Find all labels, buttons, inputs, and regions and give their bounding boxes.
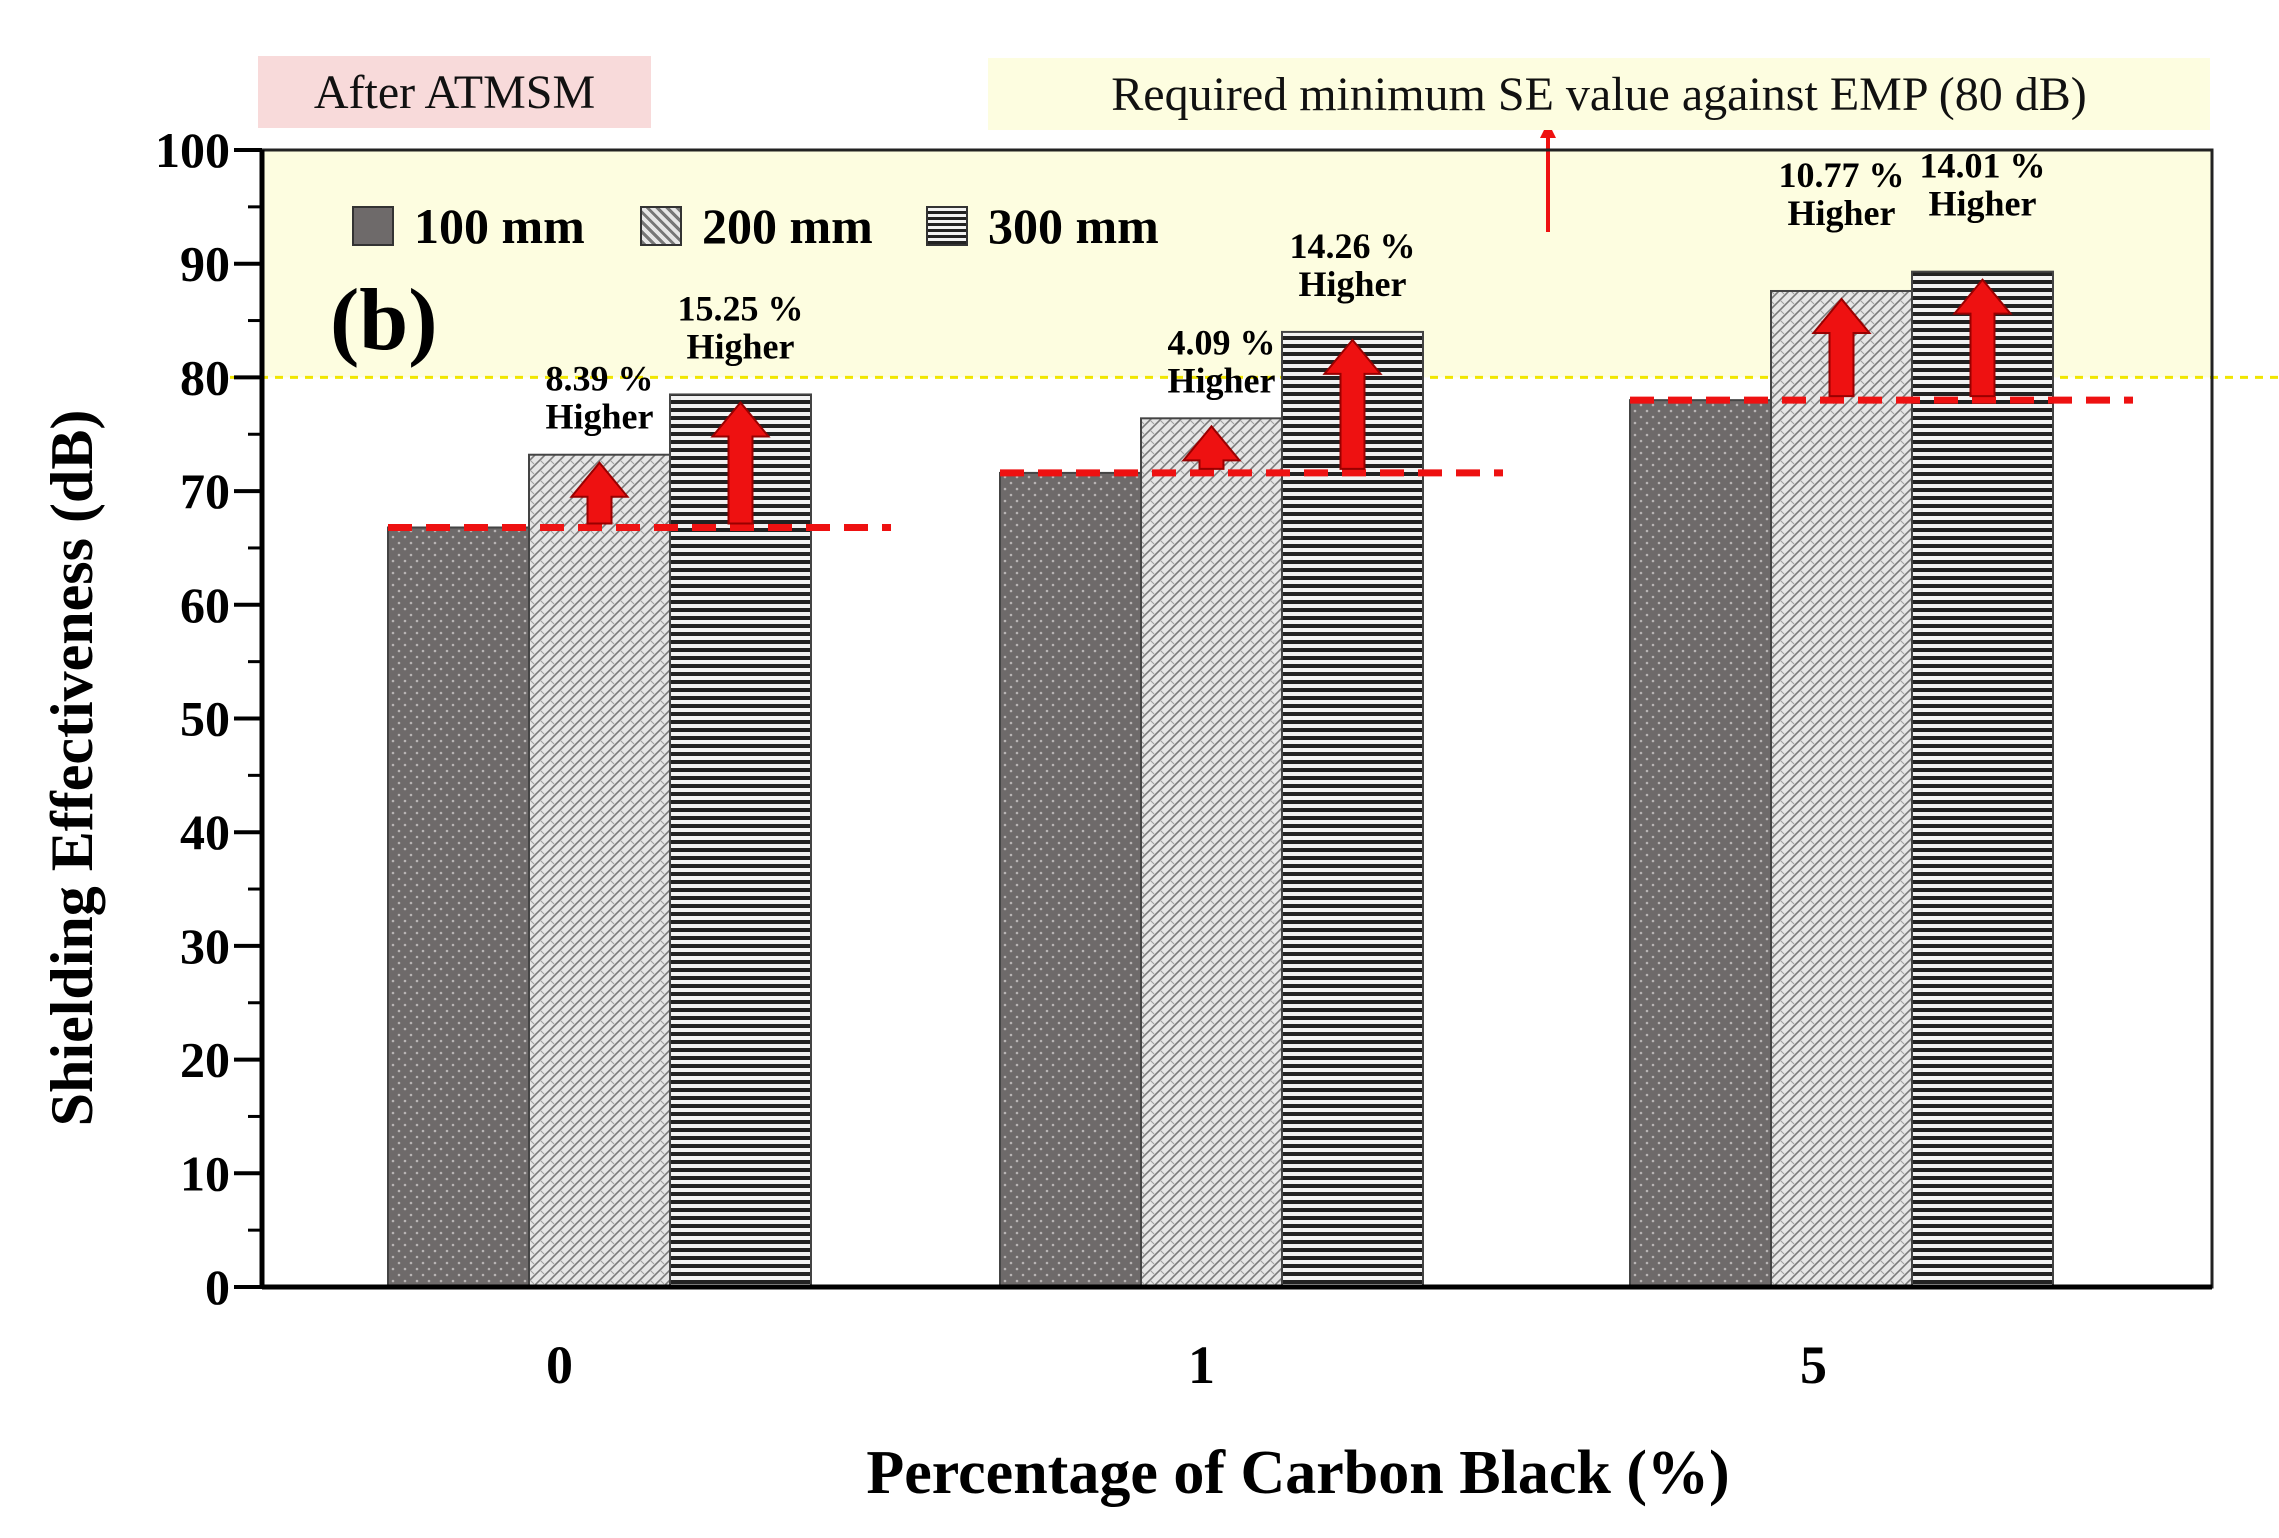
bar-300mm-cb1 xyxy=(1281,330,1424,1289)
pointer-arrow-head xyxy=(1540,122,1556,138)
annotation-percent: 14.26 % xyxy=(1290,226,1416,266)
x-tick-label: 0 xyxy=(546,1335,573,1395)
annotation-percent: 14.01 % xyxy=(1920,146,2046,186)
increase-arrow xyxy=(569,461,630,525)
y-tick-label: 70 xyxy=(180,463,230,519)
y-tick-label: 0 xyxy=(205,1259,230,1315)
bar-100mm-cb0 xyxy=(387,526,530,1288)
annotation-higher: Higher xyxy=(546,397,654,437)
legend-label-100mm: 100 mm xyxy=(414,198,585,254)
x-tick-label: 1 xyxy=(1188,1335,1215,1395)
y-tick-label: 50 xyxy=(180,691,230,747)
y-tick-label: 20 xyxy=(180,1032,230,1088)
x-axis-title: Percentage of Carbon Black (%) xyxy=(866,1439,1729,1507)
bar-300mm-cb5 xyxy=(1911,270,2054,1288)
annotation-percent: 8.39 % xyxy=(546,359,654,399)
legend-swatch-200mm xyxy=(640,206,682,246)
panel-label: (b) xyxy=(330,272,438,369)
annotation-percent: 4.09 % xyxy=(1168,322,1276,362)
x-tick-label: 5 xyxy=(1800,1335,1827,1395)
increase-arrow xyxy=(1811,297,1872,398)
y-tick-label: 30 xyxy=(180,918,230,974)
legend-item-200mm: 200 mm xyxy=(640,196,873,256)
annotation-percent: 15.25 % xyxy=(678,288,804,328)
legend-label-200mm: 200 mm xyxy=(702,198,873,254)
annotation-percent: 10.77 % xyxy=(1779,155,1905,195)
legend-label-300mm: 300 mm xyxy=(988,198,1159,254)
legend-swatch-100mm xyxy=(352,206,394,246)
y-tick-label: 10 xyxy=(180,1145,230,1201)
y-tick-label: 40 xyxy=(180,804,230,860)
y-axis-title: Shielding Effectiveness (dB) xyxy=(39,410,105,1127)
required-se-label: Required minimum SE value against EMP (8… xyxy=(988,58,2210,130)
bar-200mm-cb0 xyxy=(528,453,671,1288)
y-tick-label: 90 xyxy=(180,236,230,292)
y-tick-label: 100 xyxy=(155,122,230,178)
annotation-higher: Higher xyxy=(687,326,795,366)
annotation-higher: Higher xyxy=(1168,360,1276,400)
increase-arrow xyxy=(1322,338,1383,470)
annotation-higher: Higher xyxy=(1788,193,1896,233)
increase-arrow xyxy=(1952,278,2013,398)
bar-100mm-cb5 xyxy=(1629,399,1772,1288)
bar-200mm-cb5 xyxy=(1770,289,1913,1289)
increase-arrow xyxy=(1181,424,1242,470)
bar-300mm-cb0 xyxy=(669,393,812,1288)
legend-item-300mm: 300 mm xyxy=(926,196,1159,256)
legend-item-100mm: 100 mm xyxy=(352,196,585,256)
y-tick-label: 60 xyxy=(180,577,230,633)
after-atmsm-label: After ATMSM xyxy=(258,56,651,128)
bar-100mm-cb1 xyxy=(999,471,1142,1288)
annotation-higher: Higher xyxy=(1299,264,1407,304)
y-tick-label: 80 xyxy=(180,349,230,405)
legend-swatch-300mm xyxy=(926,206,968,246)
increase-arrow xyxy=(710,400,771,525)
annotation-higher: Higher xyxy=(1929,184,2037,224)
bar-200mm-cb1 xyxy=(1140,417,1283,1289)
